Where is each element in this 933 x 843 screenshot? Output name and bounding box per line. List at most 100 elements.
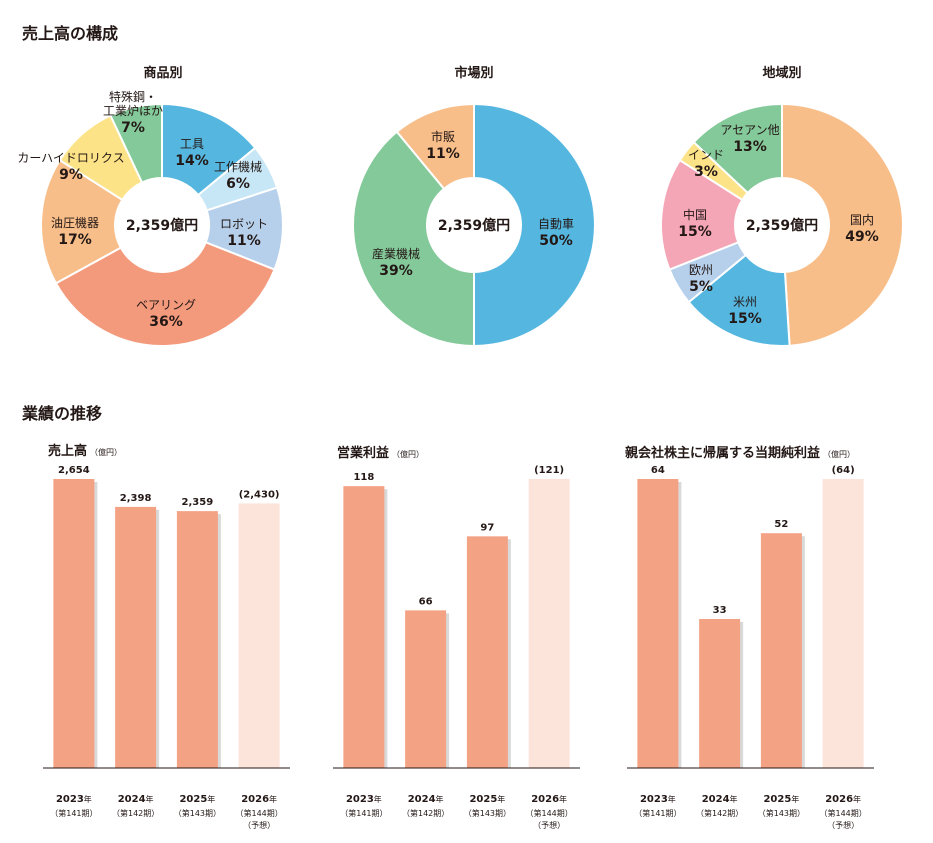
bar-value-label: 52	[774, 519, 788, 530]
bar-value-label: 2,654	[58, 465, 90, 476]
pie-label-asean: アセアン他 13%	[720, 123, 779, 155]
year-suffix: 年	[207, 794, 215, 804]
bar-2023	[637, 479, 679, 768]
pie-label-value: 13%	[733, 139, 767, 155]
pie-slice-americas	[687, 253, 791, 347]
pie-slice-hydraulic	[40, 158, 124, 285]
pie-label-name: アセアン他	[720, 123, 779, 137]
pie-label-domestic: 国内 49%	[845, 213, 879, 245]
bar-value-label: 2,359	[182, 497, 214, 508]
pie-label-name: 市販	[431, 129, 455, 144]
bar-forecast-note: （予想）	[533, 820, 565, 830]
bar-period-label: （第141期）	[340, 808, 387, 818]
bar-period-label: （第144期）	[235, 808, 282, 818]
year-suffix: 年	[146, 794, 154, 804]
bar-year-label: 2023年	[56, 794, 92, 805]
year-number: 2024	[408, 794, 436, 805]
bar-value-label: (121)	[534, 465, 564, 476]
bar-period-label: （第142期）	[402, 808, 449, 818]
bar-period-label: （第142期）	[112, 808, 159, 818]
bar-2025	[176, 511, 218, 768]
year-suffix: 年	[668, 794, 676, 804]
pie-slice-domestic	[781, 102, 904, 347]
year-suffix: 年	[269, 794, 277, 804]
pie-slice-bearing	[54, 241, 276, 347]
operating-profit-chart-title: 営業利益 （億円）	[337, 442, 424, 461]
bar-value-label: 2,398	[120, 493, 152, 504]
pie-label-americas: 米州 15%	[728, 295, 762, 327]
pie-label-robot: ロボット 11%	[220, 217, 268, 249]
bar-value-label: 118	[353, 472, 374, 483]
pie-label-value: 15%	[678, 224, 712, 240]
pie-label-value: 39%	[379, 263, 413, 279]
year-suffix: 年	[84, 794, 92, 804]
bar-value-label: (64)	[832, 465, 855, 476]
pie-slice-industrial-machinery	[352, 130, 475, 348]
pie-label-automotive: 自動車 50%	[538, 217, 574, 249]
bar-year-label: 2024年	[702, 794, 738, 805]
pie-label-name: ロボット	[220, 217, 268, 231]
bar-year-label: 2026年	[241, 794, 277, 805]
pie-slice-asean	[692, 102, 783, 195]
pie-slice-special-steel	[109, 102, 163, 184]
pie-label-special-steel: 特殊鋼・工業炉ほか 7%	[103, 89, 163, 136]
sales-chart-title: 売上高 （億円）	[48, 440, 122, 459]
pie-label-value: 11%	[426, 146, 460, 162]
pie-label-name: 米州	[733, 295, 757, 309]
bar-period-label: （第143期）	[758, 808, 805, 818]
bar-value-label: 33	[713, 605, 727, 616]
year-number: 2026	[531, 794, 559, 805]
sales-chart-title-text: 売上高	[48, 444, 88, 459]
pie-label-name: 産業機械	[372, 246, 420, 261]
bar-period-label: （第143期）	[464, 808, 511, 818]
year-suffix: 年	[374, 794, 382, 804]
bar-value-label: 64	[651, 465, 665, 476]
performance-section-title: 業績の推移	[22, 404, 103, 423]
pie-label-india: インド 3%	[688, 148, 724, 180]
year-suffix: 年	[497, 794, 505, 804]
bar-forecast-note: （予想）	[827, 820, 859, 830]
bar-2026	[822, 479, 864, 768]
pie-label-car-hydraulics: カーハイドロリクス 9%	[17, 151, 124, 183]
pie-label-value: 11%	[227, 233, 261, 249]
pie-center-total: 2,359億円	[438, 217, 510, 234]
year-number: 2025	[763, 794, 791, 805]
pie-label-name: カーハイドロリクス	[17, 151, 124, 165]
year-number: 2024	[118, 794, 146, 805]
year-number: 2024	[702, 794, 730, 805]
net-income-chart-title: 親会社株主に帰属する当期純利益 （億円）	[625, 442, 855, 461]
pie-label-value: 17%	[58, 232, 92, 248]
pie-label-europe: 欧州 5%	[689, 263, 713, 295]
pie-label-aftermarket: 市販 11%	[426, 129, 460, 162]
pie-slice-aftermarket	[395, 102, 475, 191]
bar-year-label: 2026年	[531, 794, 567, 805]
net-income-bar-chart: 642023年（第141期）332024年（第142期）522025年（第143…	[627, 465, 874, 830]
bar-year-label: 2025年	[763, 794, 799, 805]
bar-period-label: （第144期）	[819, 808, 866, 818]
pie-label-value: 15%	[728, 311, 762, 327]
operating-profit-chart-title-text: 営業利益	[337, 446, 390, 461]
year-suffix: 年	[853, 794, 861, 804]
bar-value-label: (2,430)	[239, 489, 280, 500]
net-income-chart-title-text: 親会社株主に帰属する当期純利益	[625, 446, 821, 461]
product-pie-chart: 工具 14% 工作機械 6% ロボット 11% ベアリング 36% 油圧機器 17% カーハイドロリ…	[17, 89, 284, 347]
market-pie-chart: 自動車 50% 産業機械 39% 市販 11% 2,359億円	[352, 102, 596, 348]
market-pie-title: 市場別	[454, 66, 494, 81]
bar-2026	[238, 503, 280, 768]
year-number: 2023	[346, 794, 374, 805]
pie-label-name: 特殊鋼・	[109, 89, 157, 104]
bar-period-label: （第143期）	[174, 808, 221, 818]
pie-label-name: 油圧機器	[51, 215, 99, 230]
bar-2025	[466, 536, 508, 768]
bar-year-label: 2024年	[408, 794, 444, 805]
year-number: 2023	[56, 794, 84, 805]
pie-label-name: 工業炉ほか	[103, 104, 163, 118]
pie-label-value: 5%	[689, 279, 713, 295]
bar-2026	[528, 479, 570, 768]
pie-label-name: 工具	[180, 137, 204, 151]
pie-label-value: 7%	[121, 120, 145, 136]
pie-label-name: ベアリング	[136, 298, 196, 312]
net-income-chart-unit: （億円）	[823, 450, 856, 459]
year-number: 2025	[179, 794, 207, 805]
